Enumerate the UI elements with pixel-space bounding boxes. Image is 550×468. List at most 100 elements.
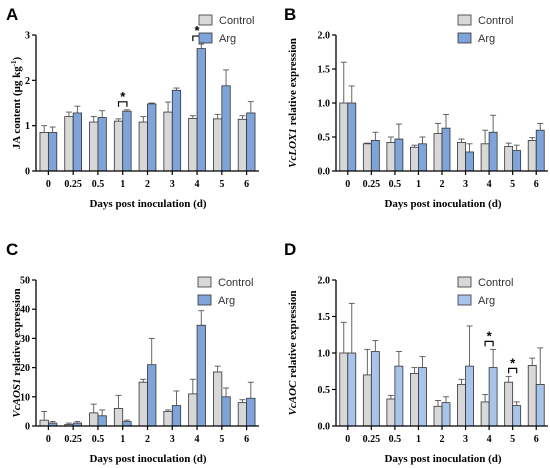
y-tick-label: 40: [20, 305, 30, 316]
bar-control-5: [213, 118, 223, 172]
bar-arg-5: [512, 150, 522, 172]
significance-star: *: [510, 355, 516, 370]
y-tick-label: 1.0: [318, 349, 331, 360]
y-tick-label: 30: [20, 334, 30, 345]
bar-arg-0: [47, 132, 58, 172]
legend-swatch: [197, 294, 212, 306]
y-tick-label: 20: [20, 363, 30, 374]
y-tick-label: 1: [25, 121, 30, 132]
x-tick-label: 4: [195, 434, 200, 445]
x-axis-label: Days post inoculation (d): [89, 198, 206, 210]
bar-control-5: [213, 371, 223, 427]
significance-bracket: [508, 367, 518, 374]
legend-label: Arg: [478, 33, 495, 45]
bar-arg-3: [465, 365, 474, 427]
legend-swatch: [198, 32, 213, 44]
y-tick-label: 0.5: [318, 133, 331, 144]
bar-control-0.5: [89, 121, 99, 172]
bar-arg-3: [171, 405, 182, 427]
y-tick-label: 2: [25, 76, 30, 87]
y-tick-label: 0.0: [318, 167, 331, 178]
bar-arg-6: [535, 383, 545, 427]
significance-bracket: [484, 340, 494, 347]
legend-swatch: [457, 14, 472, 26]
x-tick-label: 3: [170, 434, 175, 445]
bar-arg-2: [147, 103, 157, 172]
bar-control-0: [39, 419, 49, 427]
x-tick-label: 5: [219, 179, 224, 190]
x-tick-label: 0: [46, 179, 51, 190]
panel-letter: D: [284, 240, 296, 259]
bar-arg-2: [147, 364, 157, 427]
legend-swatch: [457, 32, 472, 44]
x-tick-label: 0.5: [92, 434, 105, 445]
bar-arg-6: [535, 129, 545, 172]
bar-arg-4: [196, 324, 206, 427]
bar-control-2: [433, 133, 443, 172]
legend-swatch: [457, 294, 472, 306]
y-axis-label-suffix: ): [11, 56, 23, 60]
bar-control-5: [504, 381, 514, 427]
y-tick-label: 2.0: [318, 31, 331, 42]
chart-panel-d: D * * 0.0 0.5 1.0 1.5 2.0 0 0.25 0.5 1 2 3 4 5 6 Days pos…: [284, 240, 548, 465]
x-tick-label: 1: [416, 434, 421, 445]
x-tick-label: 3: [463, 434, 468, 445]
panel-letter: B: [284, 5, 296, 24]
legend-label: Arg: [219, 33, 236, 45]
x-tick-label: 5: [510, 179, 515, 190]
x-tick-label: 6: [244, 434, 249, 445]
bar-control-6: [527, 139, 537, 172]
bar-control-5: [504, 146, 514, 172]
x-tick-label: 0.25: [64, 434, 82, 445]
y-axis-label-text: relative expression: [287, 291, 299, 381]
y-axis-label-text: relative expression: [287, 38, 299, 128]
x-tick-label: 0: [46, 434, 51, 445]
x-tick-label: 6: [534, 434, 539, 445]
x-tick-label: 0.25: [363, 434, 381, 445]
y-axis-label-text: relative expression: [11, 288, 23, 378]
y-tick-label: 1.0: [318, 99, 331, 110]
significance-star: *: [487, 328, 493, 343]
bar-control-1: [410, 373, 419, 427]
bar-arg-0.5: [97, 117, 107, 172]
x-tick-label: 4: [195, 179, 200, 190]
y-tick-label: 3: [25, 31, 30, 42]
bar-control-1: [113, 408, 124, 427]
legend-label: Control: [478, 277, 513, 289]
x-tick-label: 2: [145, 179, 150, 190]
x-tick-label: 0.5: [92, 179, 105, 190]
y-axis-label: VcAOS1 relative expression: [11, 288, 23, 417]
bar-arg-4: [488, 367, 498, 427]
y-tick-label: 1.5: [318, 65, 331, 76]
legend-label: Control: [478, 15, 513, 27]
bar-control-0.25: [64, 116, 74, 172]
significance-bracket: [117, 101, 128, 107]
bar-arg-0.5: [394, 138, 404, 172]
y-tick-label: 0.0: [318, 422, 331, 433]
bar-arg-4: [196, 48, 206, 172]
x-tick-label: 0: [345, 434, 350, 445]
y-tick-label: 50: [20, 276, 30, 287]
bar-control-2: [433, 405, 443, 427]
bar-control-3: [163, 410, 173, 427]
chart-panel-a: A * * 0 1 2 3 0 0.25 0.5 1 2 3 4 5 6 Days post inoculati…: [6, 5, 259, 210]
bar-arg-5: [221, 396, 231, 427]
bar-control-2: [138, 121, 148, 172]
y-axis-label-gene: VcAOS1: [11, 378, 23, 417]
x-tick-label: 4: [487, 179, 492, 190]
significance-star: *: [120, 89, 126, 104]
y-tick-label: 10: [20, 392, 30, 403]
y-tick-label: 1.5: [318, 312, 331, 323]
bar-arg-0.25: [370, 139, 380, 172]
bar-arg-6: [246, 397, 256, 427]
x-tick-label: 3: [463, 179, 468, 190]
legend-swatch: [197, 276, 212, 288]
x-tick-label: 0: [345, 179, 350, 190]
x-tick-label: 6: [244, 179, 249, 190]
bar-arg-3: [465, 151, 474, 172]
bar-arg-1: [418, 367, 427, 427]
bar-control-3: [163, 111, 173, 172]
bar-arg-1: [122, 421, 132, 427]
legend-label: Control: [218, 277, 253, 289]
